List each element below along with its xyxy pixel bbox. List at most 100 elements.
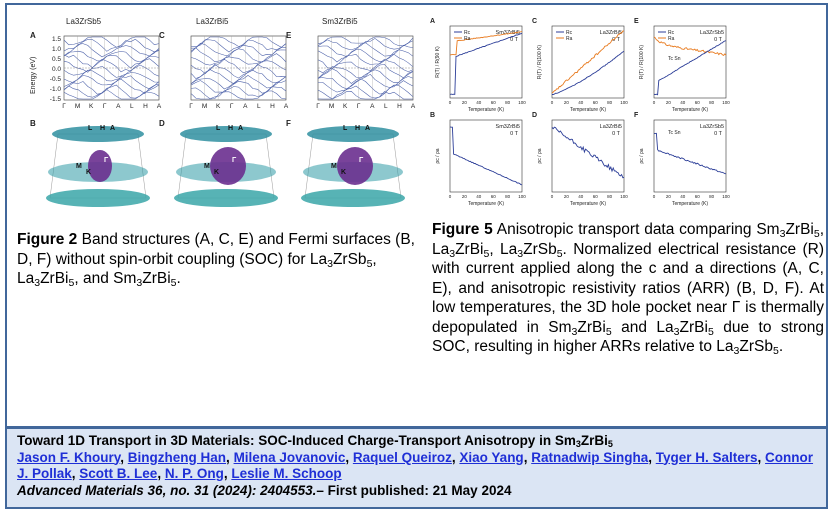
- x-axis-label: Temperature (K): [672, 107, 708, 113]
- fermi-surface-label: Γ: [359, 157, 364, 164]
- author-link[interactable]: Jason F. Khoury: [17, 449, 121, 465]
- fermi-surface-label: Γ: [232, 157, 237, 164]
- ytick-3: 0.5: [52, 56, 61, 63]
- field-label: 0 T: [510, 37, 518, 43]
- x-tick-label: 60: [593, 194, 599, 199]
- x-tick-label: 20: [462, 194, 468, 199]
- arr-curve: [653, 132, 727, 175]
- fermi-surface-label: A: [365, 125, 370, 132]
- band-frame: [190, 35, 287, 101]
- hole-pocket: [337, 147, 373, 185]
- kpath-label: Γ: [357, 103, 361, 110]
- fermi-sheet-bottom: [301, 189, 405, 207]
- x-tick-label: 80: [607, 100, 613, 105]
- kpath-label: A: [370, 103, 375, 110]
- panel-letter: C: [532, 18, 537, 25]
- x-tick-label: 100: [722, 100, 730, 105]
- x-tick-label: 60: [695, 100, 701, 105]
- author-link[interactable]: Ratnadwip Singha: [531, 449, 649, 465]
- x-tick-label: 100: [518, 100, 526, 105]
- fig2-title-c: La3ZrBi5: [196, 17, 229, 26]
- kpath-label: L: [130, 103, 134, 110]
- x-tick-label: 40: [578, 194, 584, 199]
- y-axis-label: ρc / ρa: [537, 148, 543, 163]
- ytick-7: -1.5: [50, 96, 62, 103]
- band-line: [190, 63, 287, 79]
- fig2-letter-a: A: [30, 31, 36, 40]
- fermi-surface-label: L: [216, 125, 221, 132]
- author-link[interactable]: Raquel Queiroz: [352, 449, 452, 465]
- x-axis-label: Temperature (K): [672, 201, 708, 207]
- ra-curve: [551, 30, 625, 94]
- x-tick-label: 80: [607, 194, 613, 199]
- x-tick-label: 20: [462, 100, 468, 105]
- kpath-label: M: [75, 103, 80, 110]
- x-tick-label: 80: [709, 194, 715, 199]
- kpath-label: A: [116, 103, 121, 110]
- band-line: [317, 42, 414, 58]
- kpath-label: A: [157, 103, 162, 110]
- x-tick-label: 40: [476, 194, 482, 199]
- y-axis-label: ρc / ρa: [435, 148, 441, 163]
- fermi-surface-label: Γ: [104, 157, 109, 164]
- band-line: [190, 39, 287, 53]
- fermi-sheet-bottom: [46, 189, 150, 207]
- author-link[interactable]: Leslie M. Schoop: [231, 466, 342, 481]
- kpath-label: M: [329, 103, 334, 110]
- x-tick-label: 80: [709, 100, 715, 105]
- kpath-label: K: [89, 103, 94, 110]
- x-tick-label: 0: [551, 100, 554, 105]
- band-line: [63, 54, 160, 69]
- author-link[interactable]: Scott B. Lee: [79, 466, 158, 481]
- band-line: [190, 69, 287, 85]
- x-tick-label: 100: [620, 100, 628, 105]
- author-link[interactable]: N. P. Ong: [164, 466, 224, 481]
- author-list: Jason F. Khoury, Bingzheng Han, Milena J…: [17, 449, 814, 482]
- band-line: [63, 75, 160, 90]
- band-line: [63, 58, 160, 73]
- annotation-label: Tc Sn: [668, 130, 681, 136]
- field-label: 0 T: [510, 131, 518, 137]
- legend-label: Rc: [668, 30, 675, 36]
- author-link[interactable]: Xiao Yang: [459, 449, 524, 465]
- rc-curve: [449, 33, 523, 95]
- fermi-surface-label: K: [214, 169, 219, 176]
- x-axis-label: Temperature (K): [468, 201, 504, 207]
- author-link[interactable]: Bingzheng Han: [127, 449, 227, 465]
- band-line: [317, 68, 414, 84]
- field-label: 0 T: [612, 131, 620, 137]
- band-line: [190, 47, 287, 63]
- x-tick-label: 80: [505, 194, 511, 199]
- band-line: [318, 78, 414, 95]
- figure2-svg: La3ZrSb5 La3ZrBi5 Sm3ZrBi5 A C E B D F E…: [30, 17, 416, 207]
- band-line: [63, 43, 160, 58]
- ytick-1: 1.5: [52, 36, 61, 43]
- x-tick-label: 80: [505, 100, 511, 105]
- author-link[interactable]: Tyger H. Salters: [655, 449, 758, 465]
- x-tick-label: 0: [449, 194, 452, 199]
- author-link[interactable]: Milena Jovanovic: [233, 449, 346, 465]
- fig2-letter-f: F: [286, 119, 291, 128]
- annotation-label: Tc Sn: [668, 56, 681, 62]
- fermi-surface-label: H: [355, 125, 360, 132]
- x-tick-label: 100: [620, 194, 628, 199]
- kpath-label: K: [216, 103, 221, 110]
- fermi-sheet-top: [180, 126, 272, 142]
- fig2-title-e: Sm3ZrBi5: [322, 17, 358, 26]
- kpath-label: A: [284, 103, 289, 110]
- author-link[interactable]: Connor J. Pollak: [17, 449, 814, 482]
- x-tick-label: 20: [666, 194, 672, 199]
- published-date: – First published: 21 May 2024: [316, 482, 512, 498]
- compound-label: La3ZrSb5: [700, 30, 724, 36]
- band-line: [317, 84, 414, 100]
- hole-pocket: [88, 150, 112, 182]
- band-line: [317, 73, 414, 90]
- kpath-label: A: [243, 103, 248, 110]
- fermi-surface-label: L: [343, 125, 348, 132]
- x-tick-label: 60: [695, 194, 701, 199]
- kpath-label: M: [202, 103, 207, 110]
- panel-letter: A: [430, 18, 435, 25]
- ytick-2: 1.0: [52, 46, 61, 53]
- fermi-surface-label: M: [331, 163, 337, 170]
